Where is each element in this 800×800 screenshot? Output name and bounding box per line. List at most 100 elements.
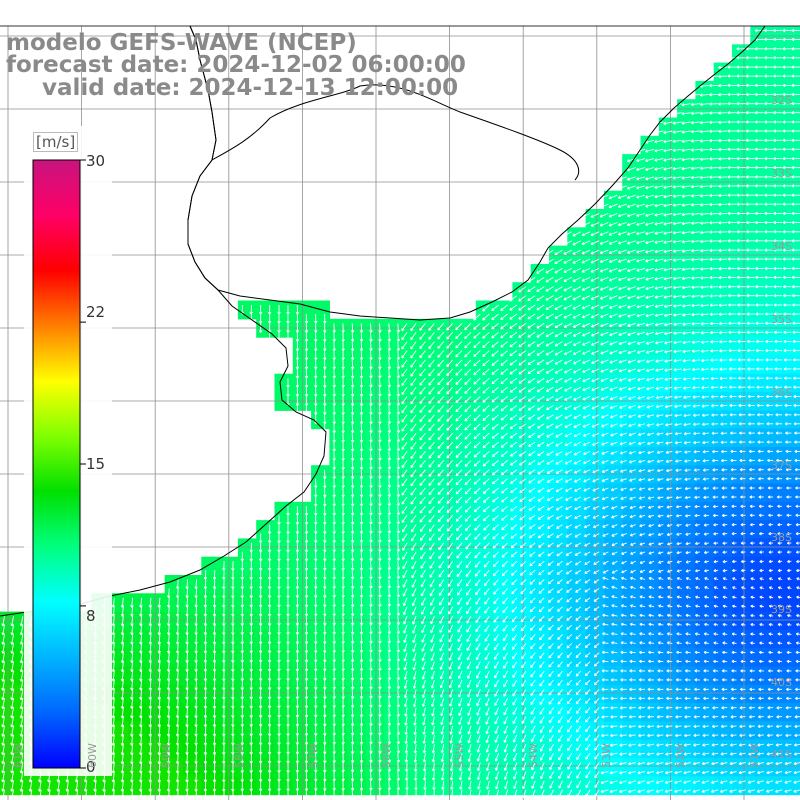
wind-speed-cell (713, 282, 733, 302)
wind-speed-cell (256, 575, 276, 594)
wind-speed-cell (347, 739, 367, 759)
wind-speed-cell (640, 556, 660, 576)
wind-arrow-head (690, 166, 694, 171)
wind-speed-cell (768, 648, 788, 668)
wind-speed-cell (640, 428, 660, 448)
wind-arrow-head (773, 28, 776, 33)
wind-speed-cell (768, 465, 788, 485)
wind-speed-cell (640, 135, 660, 155)
wind-arrow-head (645, 149, 649, 153)
wind-speed-cell (695, 501, 715, 521)
wind-arrow-head (736, 120, 740, 124)
wind-speed-cell (732, 190, 751, 210)
wind-speed-cell (622, 209, 642, 228)
wind-speed-cell (311, 776, 330, 796)
wind-speed-cell (768, 501, 788, 521)
wind-arrow-head (736, 147, 740, 151)
wind-arrow-head (727, 74, 731, 78)
wind-arrow-head (764, 120, 767, 124)
wind-speed-cell (329, 483, 349, 503)
wind-speed-cell (603, 684, 623, 704)
wind-speed-cell (768, 538, 788, 558)
wind-speed-cell (603, 538, 623, 558)
wind-speed-cell (329, 556, 349, 576)
wind-speed-cell (36, 776, 56, 796)
wind-speed-cell (347, 575, 367, 594)
wind-speed-cell (347, 611, 367, 631)
wind-speed-cell (329, 575, 349, 594)
wind-arrow-head (636, 222, 640, 226)
wind-speed-cell (567, 227, 587, 247)
wind-arrow-head (709, 129, 712, 133)
wind-speed-cell (695, 520, 715, 539)
wind-speed-cell (750, 154, 770, 173)
wind-speed-cell (146, 721, 166, 741)
wind-speed-cell (311, 666, 330, 686)
wind-arrow (700, 194, 709, 197)
wind-arrow-head (645, 213, 649, 217)
wind-speed-cell (384, 337, 404, 356)
wind-arrow-head (718, 202, 722, 207)
wind-arrow-head (754, 120, 758, 124)
wind-arrow (654, 222, 664, 225)
wind-arrow (645, 222, 655, 226)
wind-speed-cell (512, 300, 532, 320)
wind-speed-cell (695, 392, 715, 411)
wind-arrow-head (764, 156, 767, 161)
wind-arrow (599, 194, 609, 199)
wind-speed-cell (603, 629, 623, 649)
wind-speed-cell (475, 337, 495, 356)
wind-speed-cell (640, 666, 660, 686)
wind-arrow-head (736, 129, 740, 133)
wind-speed-cell (695, 538, 715, 558)
wind-arrow-head (663, 213, 667, 217)
wind-arrow (691, 130, 700, 133)
wind-arrow (645, 203, 655, 207)
wind-arrow-head (745, 138, 749, 142)
wind-speed-cell (658, 190, 678, 210)
wind-arrow-head (791, 147, 795, 151)
wind-arrow-head (782, 156, 786, 161)
wind-speed-cell (585, 556, 605, 576)
wind-speed-cell (750, 355, 770, 375)
wind-speed-cell (768, 593, 788, 613)
wind-arrow-head (745, 47, 749, 51)
wind-arrow-head (736, 193, 740, 197)
wind-speed-cell (658, 538, 678, 558)
wind-speed-cell (201, 758, 221, 777)
wind-arrow-head (590, 214, 594, 218)
wind-arrow (627, 222, 636, 226)
wind-speed-cell (549, 465, 568, 485)
wind-speed-cell (677, 666, 696, 686)
wind-arrow (645, 167, 655, 171)
wind-speed-cell (530, 300, 550, 320)
wind-speed-cell (567, 611, 587, 631)
wind-speed-cell (640, 190, 660, 210)
wind-arrow (672, 185, 682, 188)
wind-speed-cell (329, 684, 349, 704)
wind-speed-cell (457, 483, 477, 503)
wind-speed-cell (457, 428, 477, 448)
wind-speed-cell (603, 520, 623, 539)
wind-arrow (351, 341, 354, 351)
wind-arrow-head (791, 65, 795, 69)
wind-speed-cell (713, 300, 733, 320)
wind-speed-cell (750, 593, 770, 613)
wind-speed-cell (786, 44, 800, 64)
wind-arrow-head (645, 222, 649, 226)
wind-arrow-head (599, 205, 603, 209)
wind-speed-cell (237, 556, 257, 576)
wind-speed-cell (658, 501, 678, 521)
wind-speed-cell (786, 721, 800, 741)
wind-speed-cell (750, 739, 770, 759)
wind-arrow-head (745, 102, 749, 106)
wind-arrow-head (782, 202, 786, 206)
wind-arrow-head (791, 102, 795, 106)
wind-speed-cell (530, 337, 550, 356)
wind-speed-cell (347, 337, 367, 356)
wind-speed-cell (768, 721, 788, 741)
wind-speed-cell (768, 739, 788, 759)
wind-speed-cell (420, 611, 440, 631)
wind-speed-cell (713, 209, 733, 228)
